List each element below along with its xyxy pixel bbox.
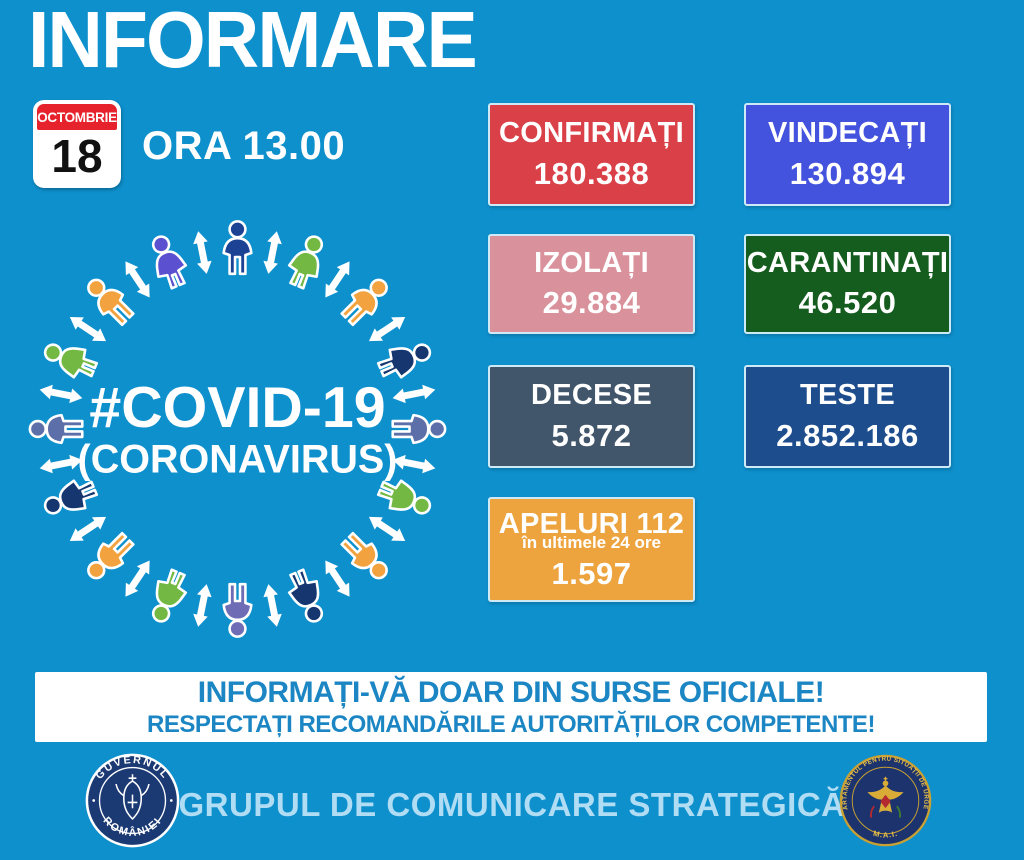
stat-sublabel: în ultimele 24 ore [522,533,661,552]
person-figure-female-icon [376,479,432,515]
stat-value: 5.872 [551,418,632,453]
stat-label: VINDECAȚI [768,117,927,149]
banner-line-2: RESPECTAȚI RECOMANDĂRILE AUTORITĂȚILOR C… [147,710,875,738]
double-arrow-icon [39,454,83,474]
double-arrow-icon [125,261,150,298]
romanian-government-seal-icon: GUVERNUL ROMÂNIEI [85,753,180,848]
double-arrow-icon [193,231,212,274]
stat-box-recovered: VINDECAȚI 130.894 [744,103,951,206]
person-figure-female-icon [151,568,188,623]
person-figure-male-icon [222,220,253,276]
double-arrow-icon [325,560,350,597]
stat-box-quarantined: CARANTINAȚI 46.520 [744,234,951,334]
strategic-communication-group-label: GRUPUL DE COMUNICARE STRATEGICĂ [178,786,846,823]
person-figure-male-icon [87,531,135,580]
stat-box-emergency-calls: APELURI 112 în ultimele 24 ore 1.597 [488,497,695,602]
double-arrow-icon [39,384,83,404]
banner-line-1: INFORMAȚI-VĂ DOAR DIN SURSE OFICIALE! [197,675,825,709]
emergency-situations-department-seal-icon: DEPARTAMENTUL PENTRU SITUAȚII DE URGENȚĂ… [838,753,932,847]
stat-label: CONFIRMAȚI [498,117,685,149]
stat-value: 46.520 [798,285,897,320]
stat-box-deaths: DECESE 5.872 [488,365,695,468]
double-arrow-icon [69,316,107,342]
gov-coat-of-arms-icon [115,774,150,820]
double-arrow-icon [263,584,282,627]
page-title: INFORMARE [28,0,478,84]
double-arrow-icon [193,584,212,627]
stat-label: APELURI 112 [498,507,685,540]
person-figure-male-icon [222,582,253,638]
person-figure-female-icon [376,343,432,379]
person-figure-male-icon [87,278,135,327]
person-figure-female-icon [43,343,99,379]
report-time-label: ORA 13.00 [142,124,346,168]
double-arrow-icon [125,560,150,597]
stat-value: 29.884 [542,285,641,320]
dsu-seal-mai-text: M.A.I. [872,829,898,840]
person-figure-female-icon [287,235,324,290]
calendar-day-number: 18 [51,130,103,182]
double-arrow-icon [69,516,107,542]
person-figure-male-icon [340,531,388,580]
double-arrow-icon [325,261,350,298]
stat-label: DECESE [530,379,653,411]
stat-box-tests: TESTE 2.852.186 [744,365,951,468]
person-figure-female-icon [287,568,324,623]
person-figure-male-icon [340,278,388,327]
calendar-month-label: OCTOMBRIE [37,104,117,130]
double-arrow-icon [368,516,406,542]
double-arrow-icon [392,454,436,474]
stat-box-isolated: IZOLAȚI 29.884 [488,234,695,334]
stat-value: 2.852.186 [776,418,919,453]
stat-label: TESTE [800,379,895,411]
dsu-eagle-icon [867,776,904,818]
stat-label: IZOLAȚI [534,247,649,279]
person-figure-male-icon [28,413,84,445]
stat-value: 1.597 [551,555,632,591]
person-figure-male-icon [391,413,447,445]
person-figure-female-icon [151,235,188,290]
stat-label: CARANTINAȚI [746,247,949,279]
stat-value: 180.388 [533,156,650,191]
double-arrow-icon [392,384,436,404]
svg-text:M.A.I.: M.A.I. [872,829,899,840]
covid-people-circle-diagram: #COVID-19 (CORONAVIRUS) [28,220,447,638]
person-figure-female-icon [43,479,99,515]
stat-value: 130.894 [789,156,906,191]
diagram-subtitle: (CORONAVIRUS) [78,438,398,482]
double-arrow-icon [263,231,282,274]
double-arrow-icon [368,316,406,342]
stat-box-confirmed: CONFIRMAȚI 180.388 [488,103,695,206]
official-sources-banner: INFORMAȚI-VĂ DOAR DIN SURSE OFICIALE! RE… [35,672,987,742]
calendar-icon: OCTOMBRIE 18 [33,100,121,188]
diagram-title: #COVID-19 [89,376,385,440]
